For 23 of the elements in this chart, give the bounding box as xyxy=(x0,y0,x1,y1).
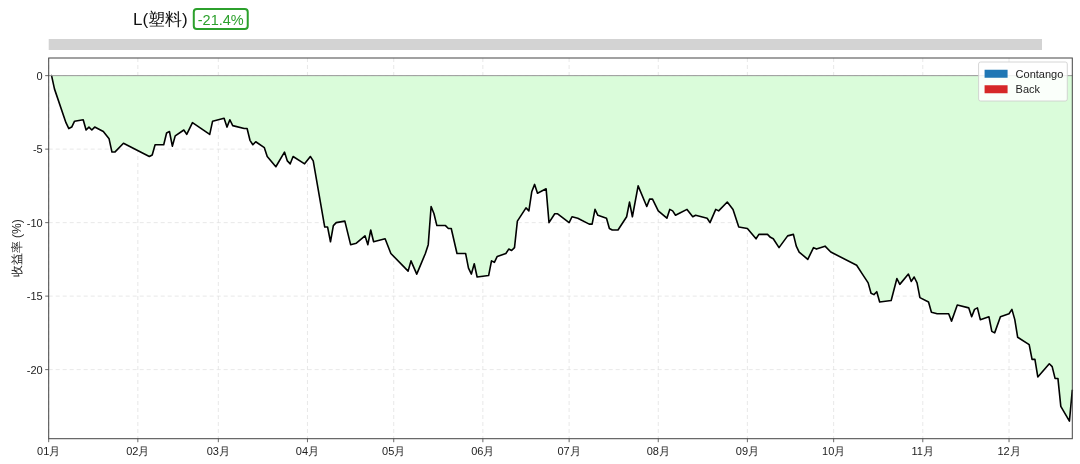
legend-label: Back xyxy=(1015,83,1041,96)
x-tick-label: 09月 xyxy=(735,444,760,457)
x-tick-label: 03月 xyxy=(206,444,230,457)
y-axis-title: 收益率 (%) xyxy=(10,219,24,278)
x-tick-label: 04月 xyxy=(295,444,320,457)
y-tick-label: -5 xyxy=(32,143,43,156)
chart-subtitle: -21.4% xyxy=(197,11,244,28)
y-tick-label: 0 xyxy=(36,69,43,82)
x-tick-label: 11月 xyxy=(911,444,934,457)
y-tick-label: -10 xyxy=(26,216,43,229)
x-tick-label: 06月 xyxy=(471,444,495,457)
x-tick-label: 05月 xyxy=(382,444,406,457)
x-tick-label: 07月 xyxy=(557,444,581,457)
x-tick-label: 02月 xyxy=(126,444,150,457)
y-tick-label: -20 xyxy=(26,363,43,376)
chart-title: L(塑料) xyxy=(133,10,188,29)
x-tick-label: 01月 xyxy=(37,444,61,457)
y-tick-label: -15 xyxy=(26,290,43,303)
subtitle-badge: -21.4% xyxy=(192,8,249,30)
x-tick-label: 12月 xyxy=(997,444,1021,457)
legend-label: Contango xyxy=(1015,67,1064,80)
x-tick-label: 08月 xyxy=(646,444,670,457)
x-tick-label: 10月 xyxy=(822,444,846,457)
